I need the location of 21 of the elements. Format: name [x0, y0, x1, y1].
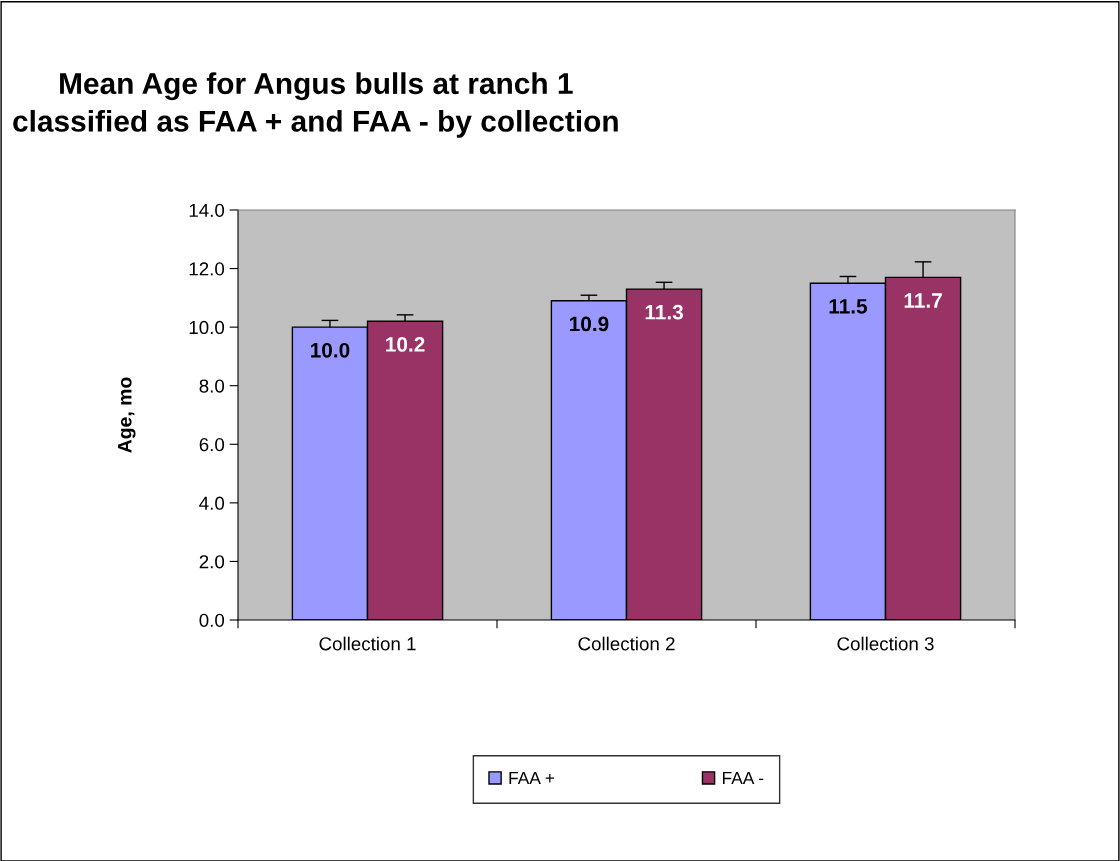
y-tick-label: 4.0 — [199, 496, 225, 510]
y-tick-label: 14.0 — [189, 203, 225, 217]
data-label: 11.3 — [645, 304, 683, 320]
y-tick-label: 0.0 — [199, 613, 225, 627]
data-label: 11.5 — [829, 299, 868, 314]
data-label: 10.2 — [386, 337, 425, 352]
y-tick-label: 2.0 — [199, 555, 225, 569]
y-axis-title: Age, mo — [118, 377, 136, 453]
chart-title: Mean Age for Angus bulls at ranch 1 classified as FAA + and FAA - by collection — [13, 72, 618, 138]
x-tick-label: Collection 3 — [837, 636, 934, 651]
data-label: 10.9 — [569, 316, 609, 332]
x-tick-label: Collection 2 — [578, 636, 675, 651]
x-tick-label: Collection 1 — [319, 636, 416, 651]
y-tick-label: 8.0 — [199, 379, 225, 393]
data-label: 11.7 — [904, 293, 942, 308]
y-tick-label: 12.0 — [189, 262, 225, 276]
data-label: 10.0 — [310, 342, 350, 358]
legend-label: FAA - — [722, 772, 764, 784]
legend-label: FAA + — [509, 772, 555, 784]
y-tick-label: 6.0 — [199, 437, 225, 452]
y-tick-label: 10.0 — [189, 320, 225, 335]
